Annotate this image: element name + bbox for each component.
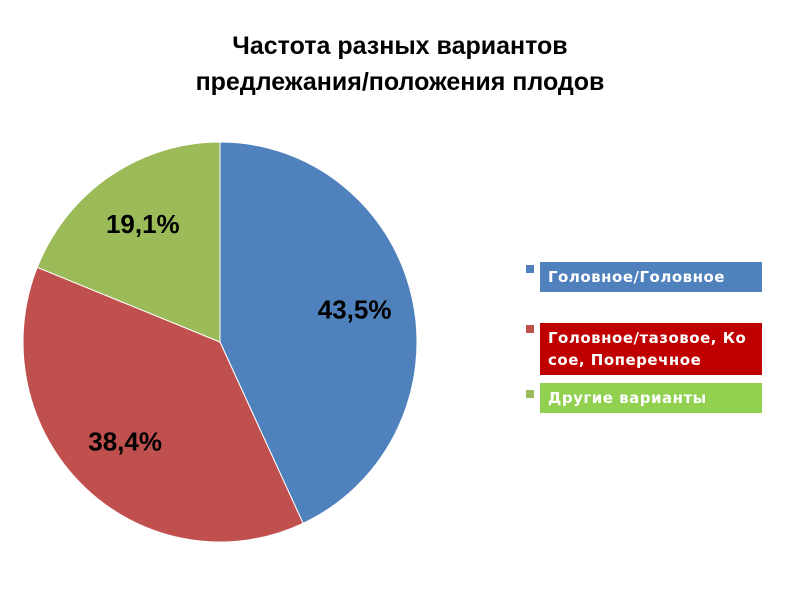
pie-slice [22,266,304,543]
pie-slice [219,141,418,525]
data-label: 43,5% [318,295,392,325]
data-label: 19,1% [106,209,180,239]
legend-marker [526,390,534,398]
legend-label: Другие варианты [540,383,762,413]
legend-marker [526,325,534,333]
legend-label: Головное/тазовое, Косое, Поперечное [540,323,762,375]
data-label: 38,4% [88,426,162,456]
chart-title: Частота разных вариантов предлежания/пол… [195,32,605,96]
legend-label: Головное/Головное [540,262,762,292]
pie-slice [36,141,221,343]
legend-marker [526,265,534,273]
